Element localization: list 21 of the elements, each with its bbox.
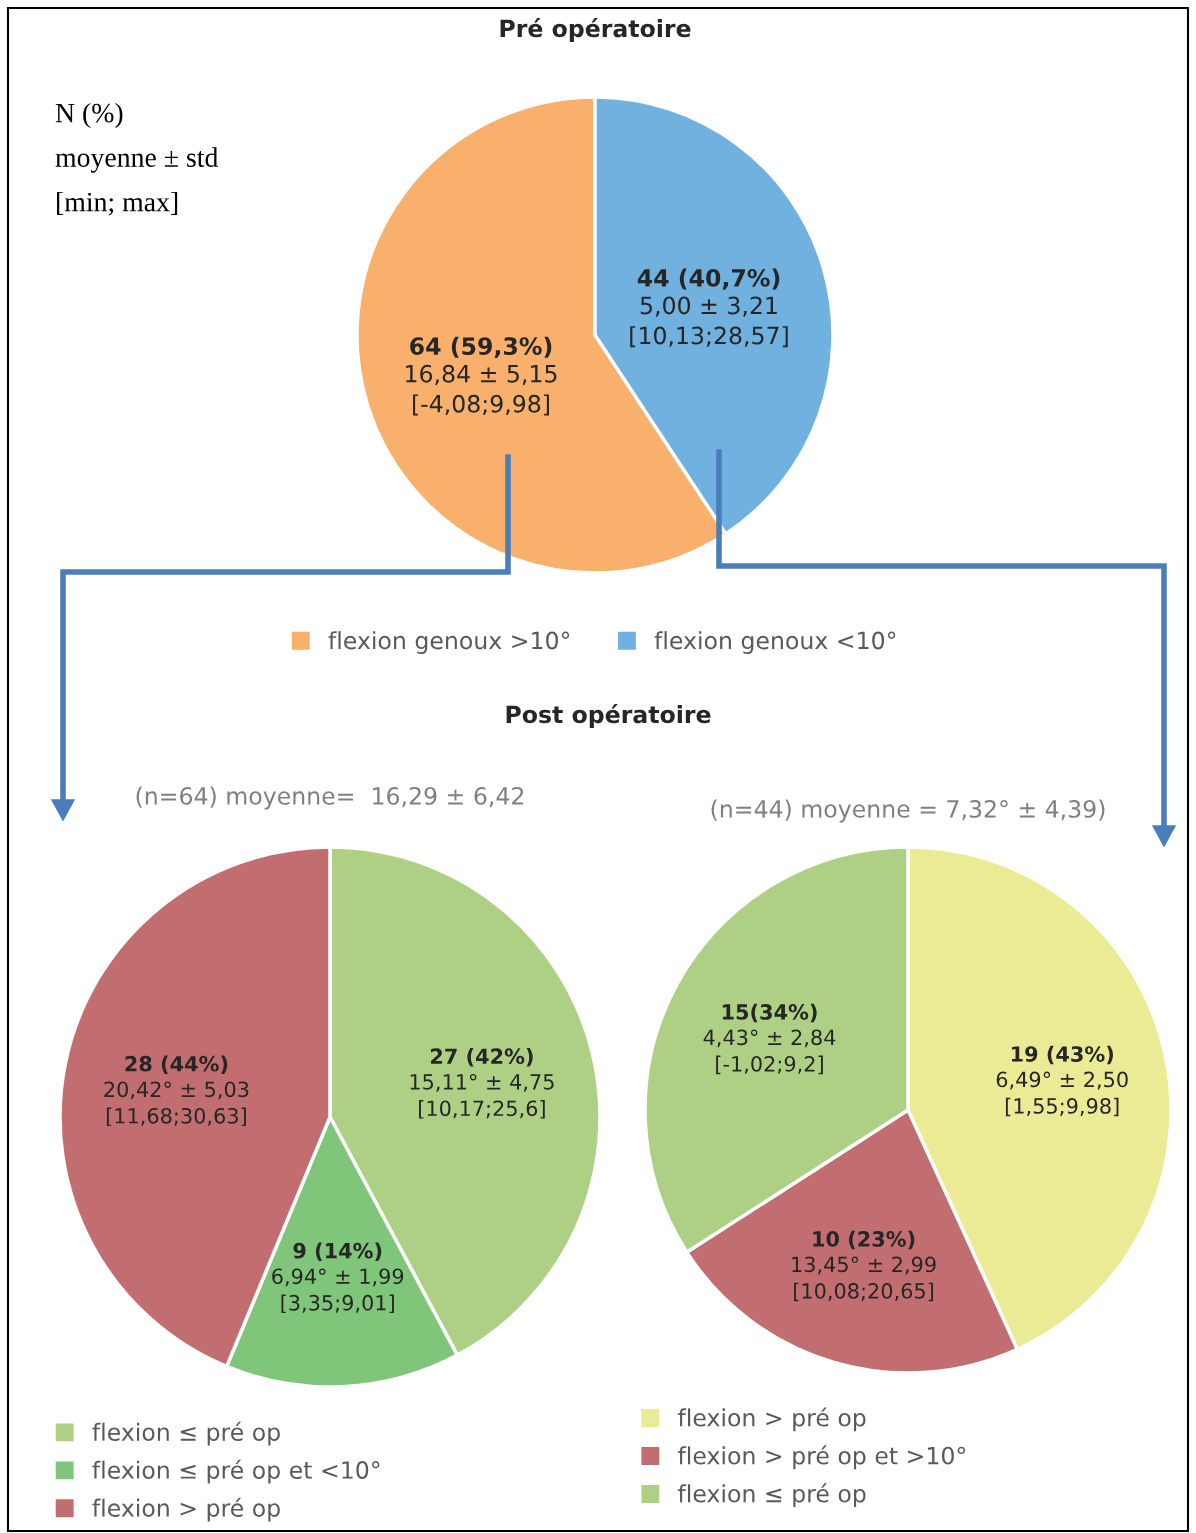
chart-title: Pré opératoire [500,18,691,42]
data-label: 28 (44%) 20,42° ± 5,03 [11,68;30,63] [104,1055,249,1127]
legend-label: flexion ≤ pré op et <10° [92,1459,380,1484]
data-label: 9 (14%) 6,94° ± 1,99 [3,35;9,01] [272,1242,404,1314]
chart-title: (n=64) moyenne= 16,29 ± 6,42 [136,786,524,810]
data-label: 15(34%) 4,43° ± 2,84 [-1,02;9,2] [703,1003,836,1075]
data-label: 64 (59,3%) 16,84 ± 5,15 [-4,08;9,98] [406,336,557,416]
legend-label: flexion > pré op [678,1407,866,1432]
legend-label: flexion > pré op et >10° [678,1445,965,1470]
legend-label: flexion genoux >10° [328,631,570,654]
data-label: 44 (40,7%) 5,00 ± 3,21 [10,13;28,57] [630,268,788,348]
text: N (%) moyenne ± std [min; max] [55,102,219,216]
legend-label: flexion ≤ pré op [678,1483,866,1508]
chart-title: (n=44) moyenne = 7,32° ± 4,39) [711,799,1105,823]
legend-label: flexion > pré op [92,1497,280,1522]
data-label: 19 (43%) 6,49° ± 2,50 [1,55;9,98] [996,1045,1128,1117]
legend-label: flexion genoux <10° [654,631,896,654]
legend-label: flexion ≤ pré op [92,1421,280,1446]
text: Post opératoire [506,704,711,728]
data-label: 10 (23%) 13,45° ± 2,99 [10,08;20,65] [792,1230,936,1302]
data-label: 27 (42%) 15,11° ± 4,75 [10,17;25,6] [410,1048,554,1119]
